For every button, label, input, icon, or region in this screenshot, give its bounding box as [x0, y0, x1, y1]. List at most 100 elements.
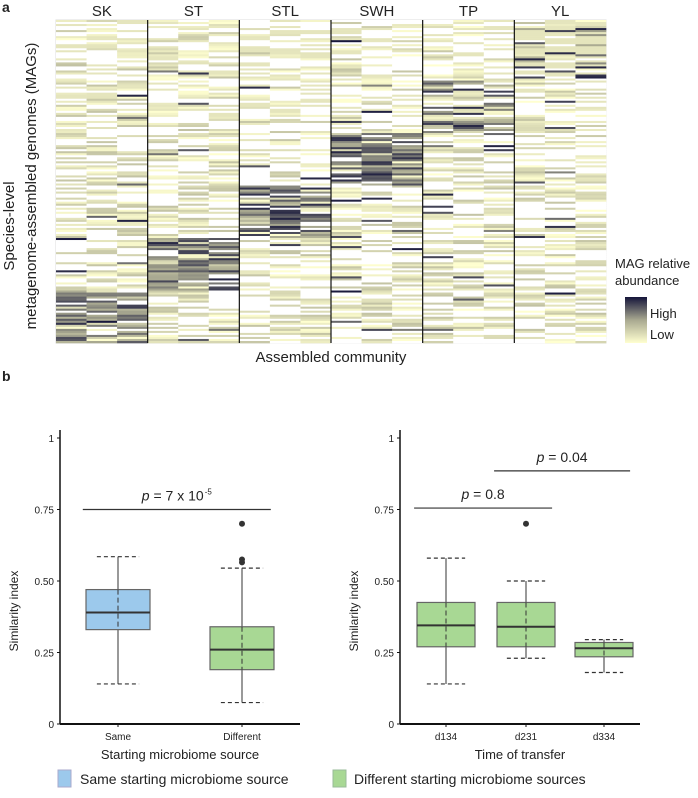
heatmap-cell [453, 328, 485, 332]
heatmap-cell [483, 250, 515, 253]
heatmap-cell [117, 104, 148, 108]
heatmap-cell [300, 62, 332, 65]
heatmap-cell [117, 173, 148, 176]
heatmap-cell [575, 252, 607, 255]
heatmap-cell [269, 276, 301, 279]
heatmap-cell [514, 169, 546, 172]
heatmap-cell [483, 181, 515, 184]
heatmap-cell [392, 118, 423, 122]
heatmap-cell [178, 90, 210, 93]
heatmap-cell [331, 288, 362, 291]
heatmap-cell [361, 122, 393, 126]
p-symbol: p [141, 488, 150, 504]
heatmap-cell [361, 274, 393, 277]
heatmap-cell [178, 338, 210, 342]
heatmap-cell [392, 272, 423, 275]
heatmap-cell [392, 292, 423, 295]
heatmap-cell [361, 48, 393, 51]
heatmap-cell [483, 231, 515, 235]
heatmap-cell [453, 244, 485, 247]
heatmap-cell [300, 280, 332, 283]
heatmap-cell [392, 94, 423, 98]
heatmap-cell [86, 98, 118, 102]
heatmap-cell [361, 306, 393, 309]
heatmap-cell [86, 96, 118, 100]
heatmap-cell [86, 318, 118, 322]
heatmap-cell [117, 46, 148, 49]
legend-label-different: Different starting microbiome sources [354, 771, 586, 787]
heatmap-cell [239, 217, 271, 221]
heatmap-cell [300, 227, 332, 231]
heatmap-cell [575, 292, 607, 295]
heatmap-cell [575, 56, 607, 59]
heatmap-cell [117, 62, 148, 65]
heatmap-cell [331, 229, 362, 233]
heatmap-cell [422, 44, 454, 47]
heatmap-cell [269, 157, 301, 160]
heatmap-cell [392, 252, 423, 255]
heatmap-cell [178, 262, 210, 265]
heatmap-cell [269, 118, 301, 122]
heatmap-cell [544, 161, 576, 164]
heatmap-cell [514, 304, 546, 307]
heatmap-cell [544, 314, 576, 318]
heatmap-cell [453, 149, 485, 152]
heatmap-cell [514, 173, 546, 176]
heatmap-cell [544, 26, 576, 29]
heatmap-cell [331, 338, 362, 342]
heatmap-cell [239, 280, 271, 283]
heatmap-cell [453, 294, 485, 297]
heatmap-cell [544, 92, 576, 95]
heatmap-cell [544, 48, 576, 51]
heatmap-cell [56, 90, 87, 93]
heatmap-cell [392, 151, 423, 154]
heatmap-cell [392, 110, 423, 114]
heatmap-cell [453, 189, 485, 192]
heatmap-cell [239, 264, 271, 267]
heatmap-cell [422, 58, 454, 61]
heatmap-cell [56, 42, 87, 45]
heatmap-cell [361, 94, 393, 98]
heatmap-cell [544, 280, 576, 283]
heatmap-cell [56, 135, 87, 138]
heatmap-cell [147, 46, 179, 49]
heatmap-cell [422, 70, 454, 73]
heatmap-cell [575, 90, 607, 93]
heatmap-cell [147, 38, 179, 41]
p-value-text: = 0.8 [469, 486, 505, 502]
heatmap-cell [453, 308, 485, 311]
heatmap-cell [208, 106, 240, 110]
heatmap-cell [147, 88, 179, 91]
heatmap-cell [117, 68, 148, 71]
heatmap-cell [117, 58, 148, 61]
heatmap-cell [56, 183, 87, 186]
heatmap-cell [147, 199, 179, 202]
heatmap-cell [575, 193, 607, 196]
heatmap-cell [392, 50, 423, 53]
heatmap-cell [239, 96, 271, 100]
heatmap-cell [544, 104, 576, 108]
heatmap-cell [147, 173, 179, 176]
heatmap-cell [117, 308, 148, 311]
heatmap-cell [575, 137, 607, 140]
heatmap-cell [483, 296, 515, 299]
heatmap-cell [178, 74, 210, 77]
heatmap-cell [239, 246, 271, 249]
heatmap-cell [514, 268, 546, 271]
heatmap-cell [453, 304, 485, 307]
heatmap-cell [208, 78, 240, 81]
heatmap-cell [208, 274, 240, 277]
heatmap-cell [483, 159, 515, 162]
heatmap-cell [117, 181, 148, 184]
heatmap-cell [331, 124, 362, 128]
heatmap-cell [544, 260, 576, 263]
heatmap-cell [544, 203, 576, 207]
heatmap-cell [514, 280, 546, 283]
heatmap-cell [178, 195, 210, 198]
heatmap-cell [178, 60, 210, 63]
heatmap-cell [178, 143, 210, 146]
heatmap-cell [361, 199, 393, 202]
heatmap-cell [178, 326, 210, 330]
heatmap-cell [422, 155, 454, 158]
heatmap-cell [208, 336, 240, 340]
